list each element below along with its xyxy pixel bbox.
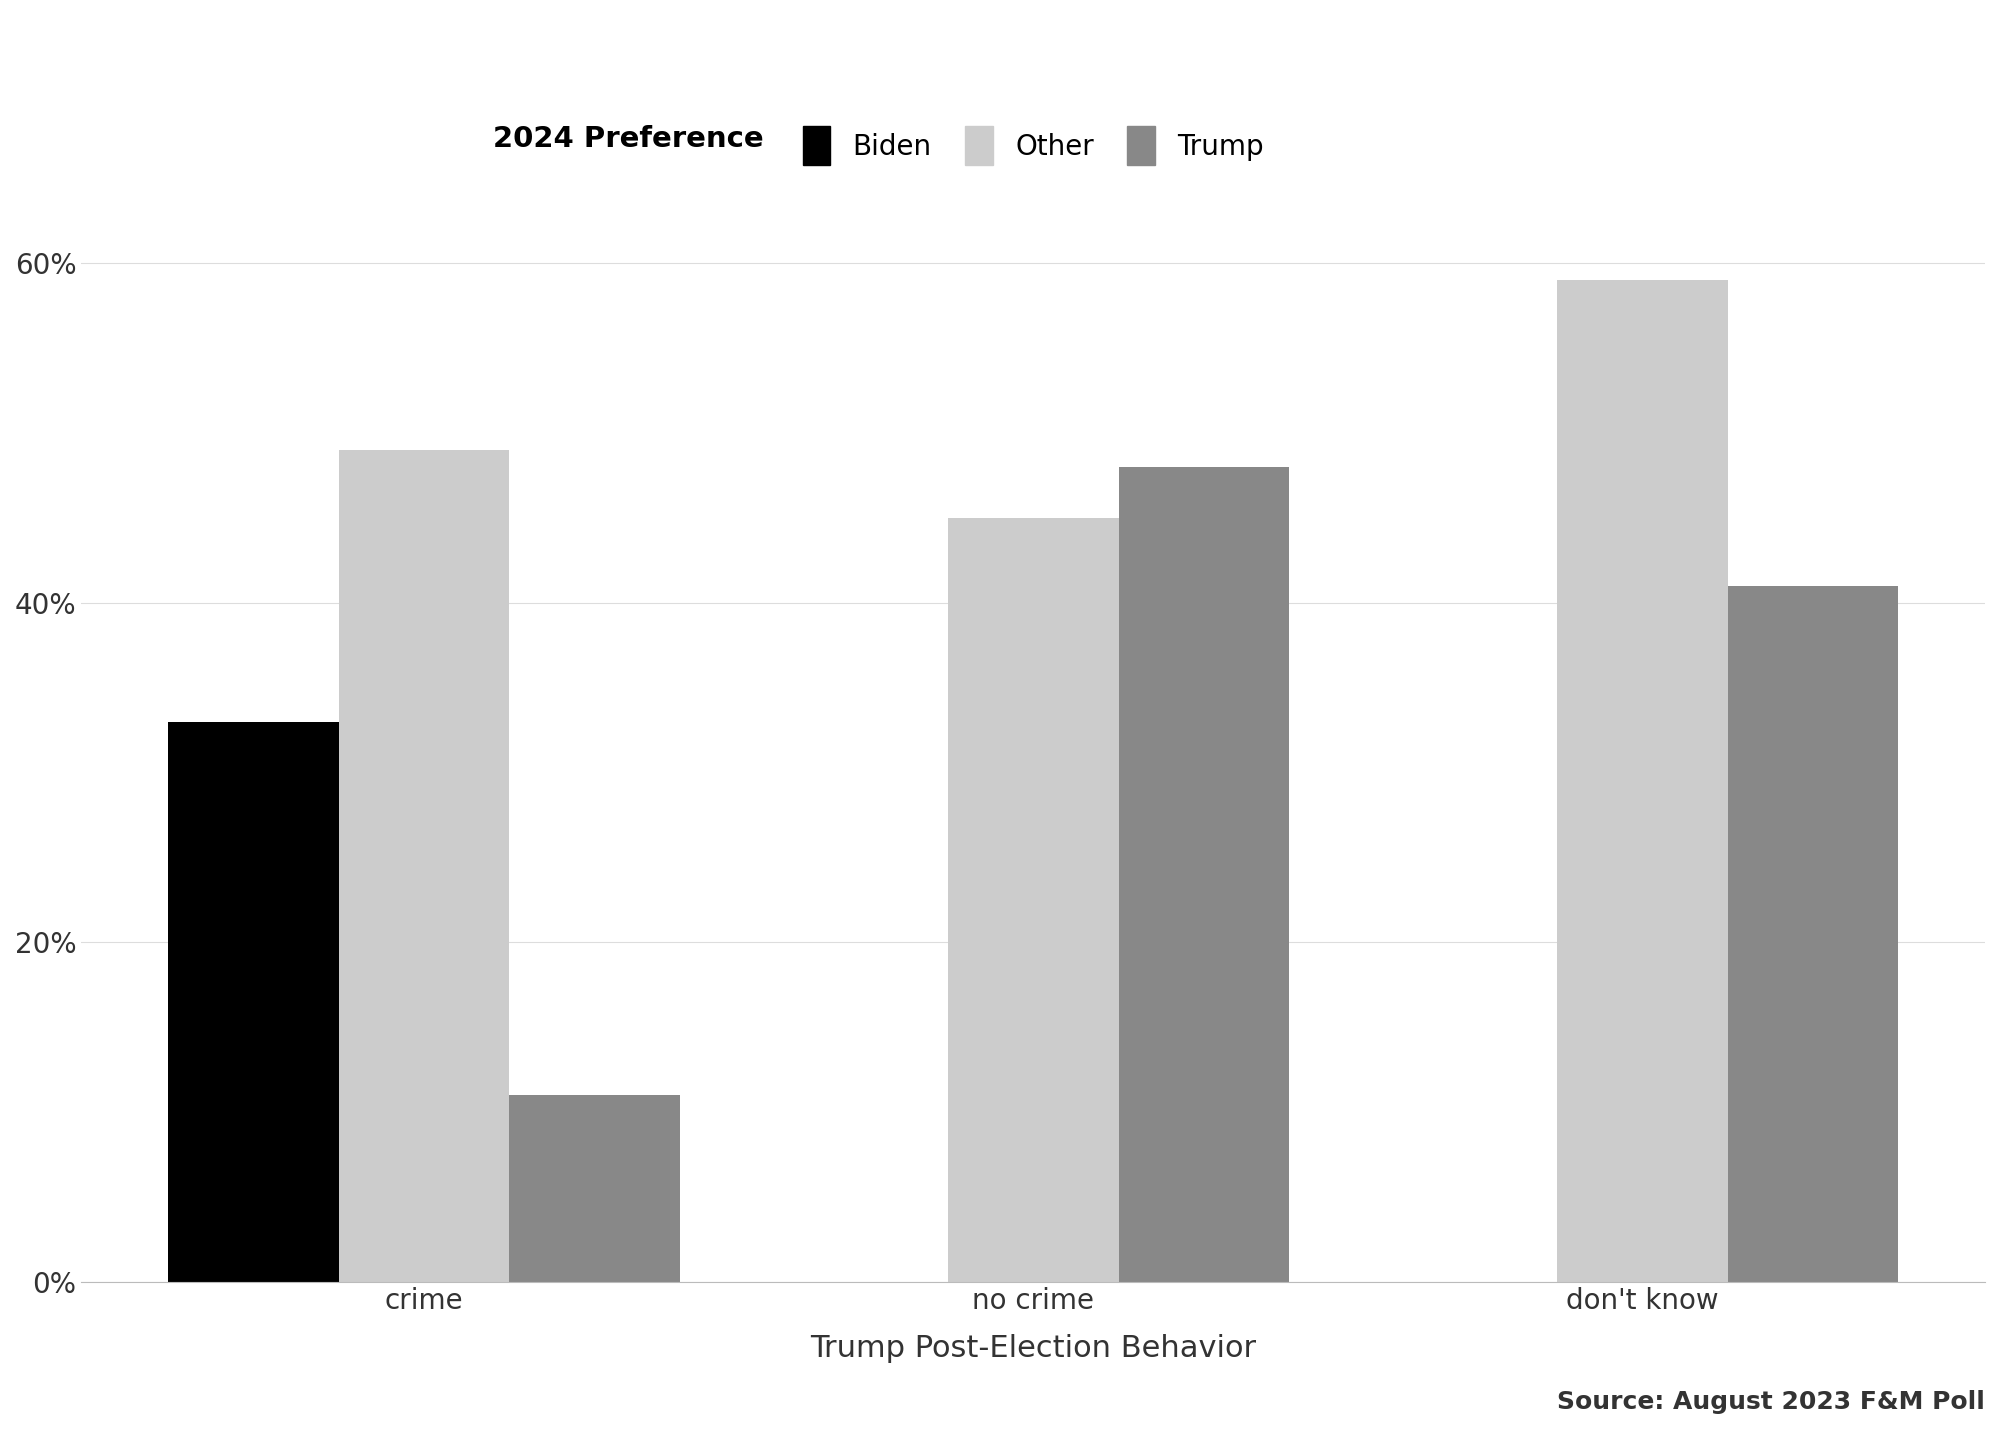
X-axis label: Trump Post-Election Behavior: Trump Post-Election Behavior bbox=[810, 1335, 1256, 1363]
Bar bbox=[338, 450, 510, 1282]
Bar bbox=[168, 722, 338, 1282]
Bar bbox=[510, 1095, 680, 1282]
Legend: Biden, Other, Trump: Biden, Other, Trump bbox=[792, 114, 1274, 176]
Text: 2024 Preference: 2024 Preference bbox=[492, 126, 764, 153]
Bar bbox=[1728, 586, 1898, 1282]
Bar bbox=[1118, 467, 1290, 1282]
Text: Source: August 2023 F&M Poll: Source: August 2023 F&M Poll bbox=[1558, 1390, 1984, 1415]
Bar bbox=[948, 517, 1118, 1282]
Bar bbox=[1558, 280, 1728, 1282]
